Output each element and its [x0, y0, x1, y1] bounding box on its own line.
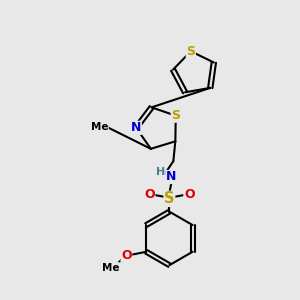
Text: Me: Me [102, 262, 119, 273]
Text: O: O [121, 249, 132, 262]
Text: Me: Me [91, 122, 108, 132]
Text: N: N [131, 121, 141, 134]
Text: S: S [171, 109, 180, 122]
Text: O: O [184, 188, 194, 201]
Text: O: O [144, 188, 155, 201]
Text: H: H [156, 167, 165, 177]
Text: S: S [164, 191, 175, 206]
Text: S: S [186, 45, 195, 58]
Text: N: N [166, 170, 177, 184]
